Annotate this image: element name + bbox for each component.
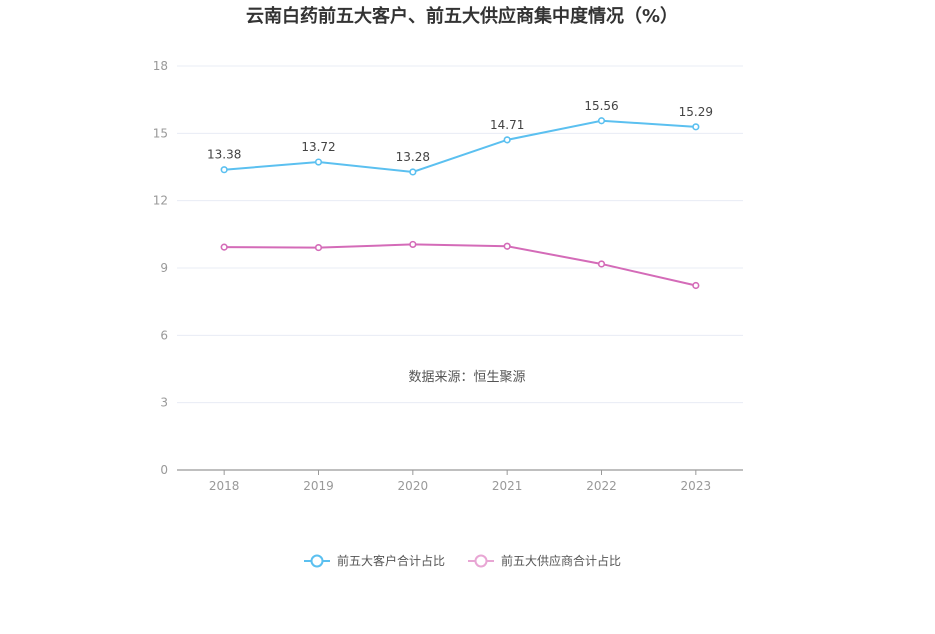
y-tick-label: 15 — [153, 126, 168, 140]
y-tick-label: 9 — [160, 261, 168, 275]
data-point[interactable] — [503, 242, 511, 250]
grid — [177, 65, 743, 404]
series-layer: 13.38 13.72 13.28 14.71 15.56 15.29 — [207, 99, 713, 290]
x-tick-label: 2022 — [586, 479, 617, 493]
legend-circle-icon — [310, 554, 324, 568]
series-line — [224, 243, 697, 287]
data-point[interactable] — [220, 243, 228, 251]
data-point[interactable] — [503, 136, 511, 144]
legend[interactable]: 前五大客户合计占比 前五大供应商合计占比 — [304, 553, 621, 568]
data-point[interactable] — [597, 260, 606, 268]
data-point[interactable] — [314, 158, 323, 166]
data-point[interactable] — [692, 123, 700, 131]
data-point[interactable] — [692, 281, 700, 290]
data-source-note: 数据来源：恒生聚源 — [408, 370, 525, 385]
data-label: 13.28 — [396, 150, 430, 164]
x-tick-label: 2018 — [209, 479, 240, 493]
x-axis: 2018 2019 2020 2021 2022 2023 — [209, 470, 711, 493]
series-line — [224, 119, 696, 173]
x-tick-label: 2023 — [681, 479, 712, 493]
data-point[interactable] — [597, 117, 606, 125]
data-label: 14.71 — [490, 118, 524, 132]
y-tick-label: 12 — [153, 194, 168, 208]
data-point[interactable] — [220, 166, 228, 174]
data-label: 13.72 — [301, 140, 335, 154]
data-point[interactable] — [409, 168, 417, 176]
y-tick-label: 18 — [153, 59, 168, 73]
legend-label: 前五大客户合计占比 — [337, 553, 445, 568]
chart-title: 云南白药前五大客户、前五大供应商集中度情况（%） — [246, 5, 678, 27]
x-tick-label: 2020 — [398, 479, 429, 493]
y-tick-label: 0 — [160, 463, 168, 477]
x-tick-label: 2021 — [492, 479, 523, 493]
data-label: 13.38 — [207, 148, 241, 162]
legend-item-1[interactable]: 前五大客户合计占比 — [304, 553, 445, 568]
y-tick-label: 6 — [160, 328, 168, 342]
legend-circle-icon — [474, 554, 488, 568]
series-2 — [220, 240, 700, 290]
legend-item-2[interactable]: 前五大供应商合计占比 — [468, 553, 621, 568]
data-label: 15.56 — [584, 99, 618, 113]
y-tick-label: 3 — [160, 396, 168, 410]
data-label: 15.29 — [679, 105, 713, 119]
legend-label: 前五大供应商合计占比 — [501, 553, 621, 568]
data-point[interactable] — [314, 243, 323, 252]
series-1: 13.38 13.72 13.28 14.71 15.56 15.29 — [207, 99, 713, 176]
x-tick-label: 2019 — [303, 479, 334, 493]
data-point[interactable] — [409, 240, 417, 249]
y-axis: 0 3 6 9 12 15 18 — [153, 59, 168, 477]
